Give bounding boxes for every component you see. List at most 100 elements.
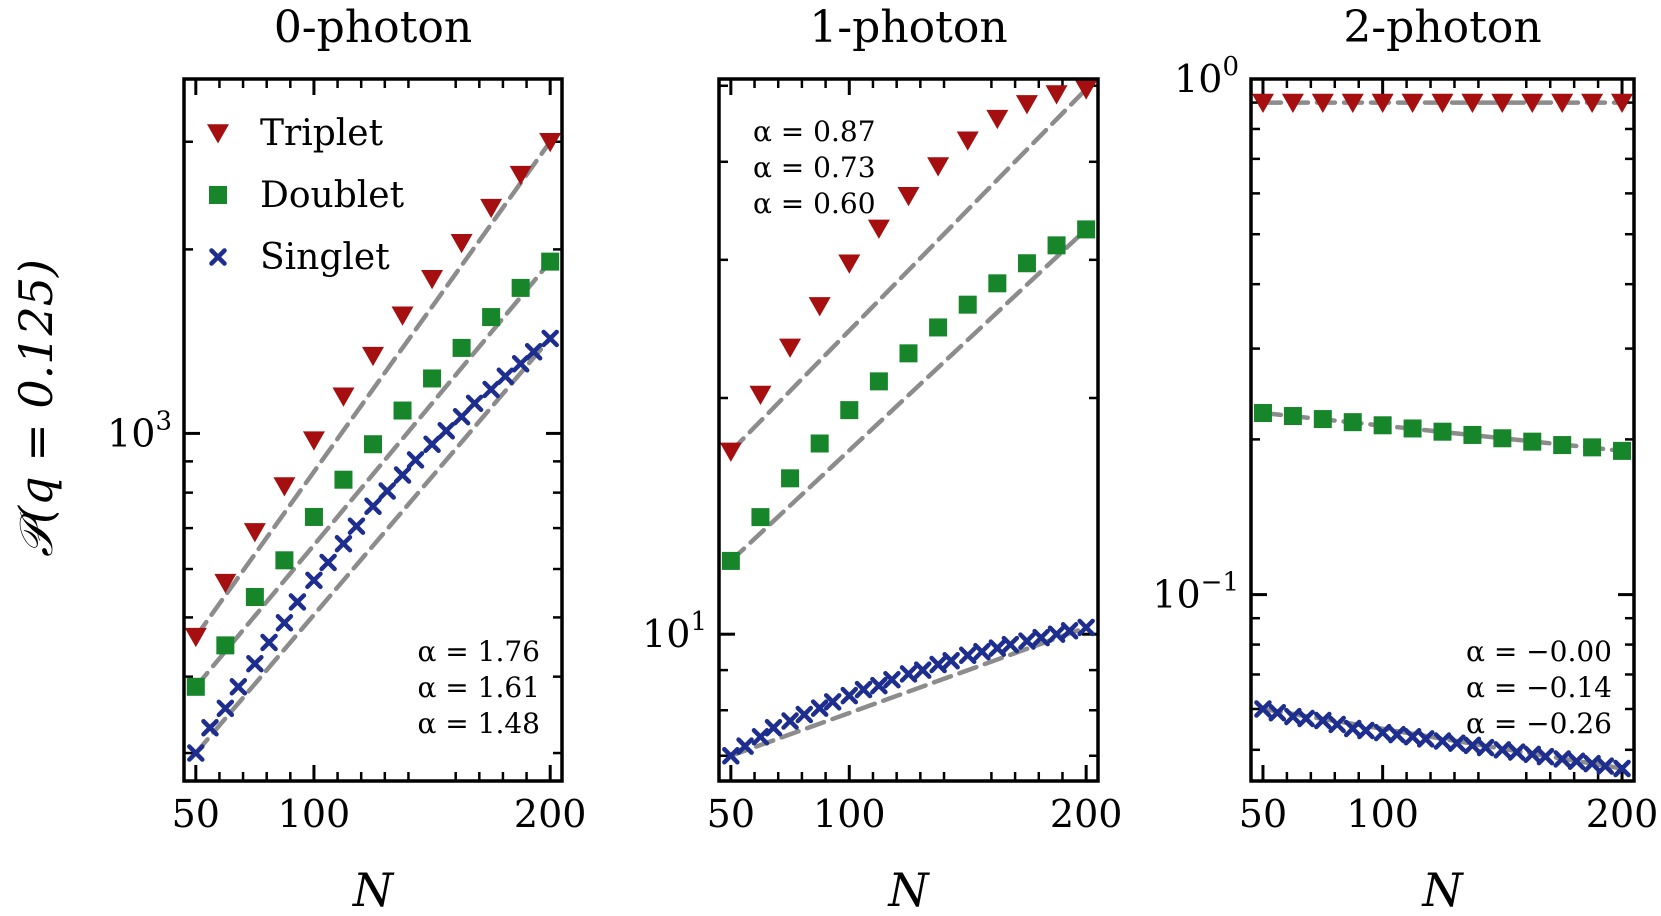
data-point: [421, 270, 444, 290]
data-point: [509, 165, 532, 186]
data-point: [216, 699, 235, 718]
data-point: [1476, 738, 1495, 757]
data-point: [721, 551, 740, 570]
data-point: [1551, 93, 1574, 114]
alpha-label: α = 0.87: [753, 115, 876, 148]
data-point: [378, 482, 396, 500]
data-point: [927, 157, 950, 177]
fit-line: [728, 86, 1089, 454]
data-point: [288, 593, 307, 611]
y-tick-label: 101: [642, 607, 707, 656]
data-point: [722, 746, 740, 765]
data-point: [854, 680, 873, 699]
series-singlet: [1254, 700, 1631, 778]
data-point: [751, 508, 770, 527]
data-point: [245, 587, 264, 606]
data-point: [214, 573, 237, 594]
data-point: [1047, 625, 1066, 643]
data-point: [1313, 410, 1332, 429]
data-point: [465, 394, 484, 413]
y-tick-label: 103: [107, 406, 172, 455]
data-point: [511, 278, 530, 297]
panel-title: 1-photon: [809, 2, 1007, 53]
data-point: [393, 401, 412, 420]
data-point: [1357, 721, 1375, 740]
data-point: [304, 507, 323, 526]
data-point: [1017, 254, 1036, 273]
data-point: [1373, 416, 1392, 435]
x-axis-label: N: [352, 863, 395, 916]
data-point: [364, 435, 382, 454]
data-point: [988, 639, 1007, 657]
alpha-label: α = 0.60: [753, 187, 876, 220]
x-tick-label: 200: [1050, 792, 1123, 836]
panel-2: 1-photon 101 50 100 200 Nα = 0.87α = 0.73α = …: [642, 2, 1122, 916]
x-axis-label: N: [887, 863, 930, 916]
data-point: [1281, 93, 1304, 114]
alpha-annotations: α = 0.87α = 0.73α = 0.60: [753, 115, 876, 220]
data-point: [1254, 700, 1272, 718]
data-point: [452, 338, 471, 357]
data-point: [808, 297, 831, 317]
plot-frame: [1249, 77, 1636, 783]
data-point: [1583, 438, 1602, 457]
data-point: [246, 654, 264, 673]
data-point: [1448, 734, 1466, 752]
data-point: [1611, 93, 1634, 114]
data-point: [332, 387, 355, 407]
data-point: [840, 686, 859, 705]
x-axis-label: N: [1421, 863, 1464, 916]
data-point: [1507, 743, 1526, 761]
data-point: [1433, 732, 1452, 750]
x-tick-label: 100: [278, 792, 351, 836]
legend-marker: [209, 186, 227, 204]
data-point: [260, 633, 278, 652]
data-point: [541, 329, 559, 348]
data-point: [1553, 750, 1571, 768]
fit-line: [728, 227, 1089, 564]
data-point: [275, 551, 294, 570]
data-point: [1343, 413, 1362, 432]
data-point: [423, 435, 441, 453]
data-point: [1018, 632, 1036, 650]
data-point: [482, 380, 500, 399]
data-point: [393, 466, 412, 484]
data-point: [364, 497, 382, 516]
data-point: [1283, 407, 1302, 426]
legend-marker: [207, 124, 229, 144]
data-point: [883, 670, 901, 689]
alpha-label: α = 1.76: [417, 635, 540, 668]
series-triplet: [719, 80, 1098, 462]
data-point: [840, 401, 859, 420]
data-point: [1583, 754, 1601, 773]
data-point: [302, 431, 325, 451]
data-point: [913, 661, 932, 679]
data-point: [1075, 80, 1098, 100]
data-point: [899, 665, 918, 683]
alpha-label: α = 0.73: [753, 151, 876, 184]
data-point: [1077, 220, 1096, 239]
x-tick-label: 100: [813, 792, 886, 836]
data-point: [779, 338, 802, 358]
data-point: [1045, 85, 1068, 105]
data-point: [452, 407, 471, 426]
alpha-label: α = 1.61: [417, 671, 540, 704]
data-point: [1493, 429, 1512, 448]
data-point: [1596, 757, 1615, 775]
data-point: [1343, 719, 1362, 738]
data-point: [1613, 759, 1631, 778]
data-point: [1251, 93, 1274, 114]
x-tick-label: 100: [1346, 792, 1419, 836]
data-point: [1284, 707, 1302, 726]
legend-label: Singlet: [260, 237, 390, 278]
data-point: [810, 699, 829, 717]
data-point: [1431, 93, 1454, 114]
data-point: [347, 517, 366, 535]
y-tick-label: 10−1: [1152, 568, 1239, 617]
alpha-label: α = −0.26: [1466, 707, 1612, 740]
data-point: [956, 131, 979, 151]
data-point: [1341, 93, 1364, 114]
data-point: [795, 705, 814, 724]
